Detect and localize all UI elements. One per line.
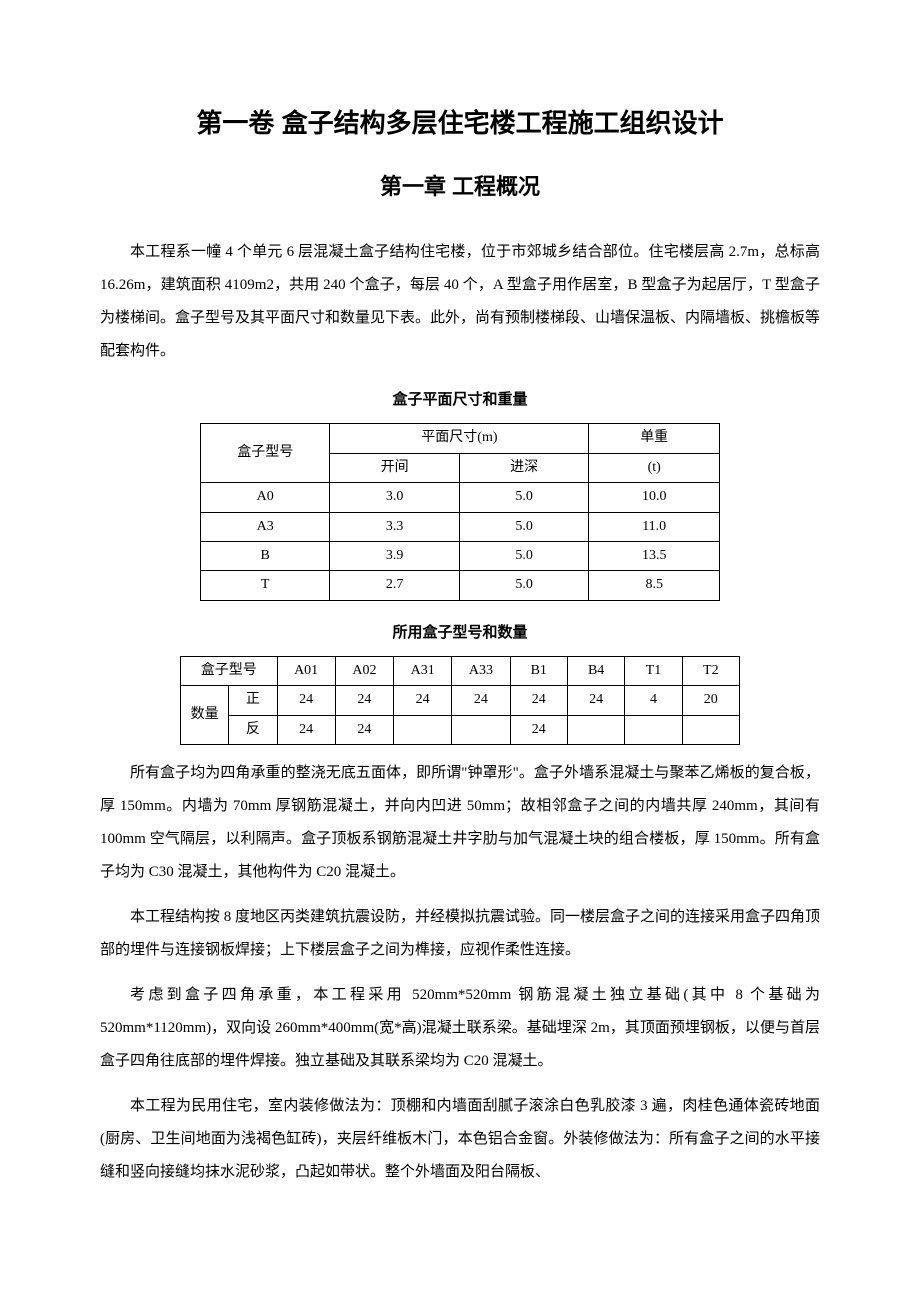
cell: 3.0 [330, 483, 459, 512]
table2-header-fan: 反 [229, 715, 277, 744]
cell: B [201, 541, 330, 570]
table-row: A0 3.0 5.0 10.0 [201, 483, 720, 512]
table-row: A3 3.3 5.0 11.0 [201, 512, 720, 541]
table2-col: A31 [394, 656, 452, 685]
cell: T [201, 571, 330, 600]
paragraph-4: 考虑到盒子四角承重，本工程采用 520mm*520mm 钢筋混凝土独立基础(其中… [100, 979, 820, 1078]
chapter-title: 第一章 工程概况 [100, 167, 820, 207]
cell: 4 [625, 686, 682, 715]
table-row: 反 24 24 24 [181, 715, 740, 744]
cell: 24 [394, 686, 452, 715]
paragraph-2: 所有盒子均为四角承重的整浇无底五面体，即所谓"钟罩形"。盒子外墙系混凝土与聚苯乙… [100, 757, 820, 889]
table1-caption: 盒子平面尺寸和重量 [100, 386, 820, 413]
cell: A3 [201, 512, 330, 541]
paragraph-1: 本工程系一幢 4 个单元 6 层混凝土盒子结构住宅楼，位于市郊城乡结合部位。住宅… [100, 236, 820, 368]
table1-header-model: 盒子型号 [201, 424, 330, 483]
cell [567, 715, 624, 744]
table2-caption: 所用盒子型号和数量 [100, 619, 820, 646]
cell: 24 [335, 686, 393, 715]
table2-header-zheng: 正 [229, 686, 277, 715]
cell: 2.7 [330, 571, 459, 600]
cell: 20 [682, 686, 739, 715]
cell: 3.3 [330, 512, 459, 541]
cell: 3.9 [330, 541, 459, 570]
cell: 5.0 [459, 512, 588, 541]
table1-header-dim: 平面尺寸(m) [330, 424, 589, 453]
cell: 24 [452, 686, 510, 715]
cell: 13.5 [589, 541, 720, 570]
table2-col: A33 [452, 656, 510, 685]
volume-title: 第一卷 盒子结构多层住宅楼工程施工组织设计 [100, 100, 820, 147]
cell: 24 [277, 686, 335, 715]
table1-header-weight-unit: (t) [589, 453, 720, 482]
cell: 5.0 [459, 541, 588, 570]
table2-col: A02 [335, 656, 393, 685]
cell [452, 715, 510, 744]
table-box-quantities: 盒子型号 A01 A02 A31 A33 B1 B4 T1 T2 数量 正 24… [180, 656, 740, 745]
table2-header-qty: 数量 [181, 686, 229, 745]
table2-col: B1 [510, 656, 567, 685]
cell: 24 [510, 686, 567, 715]
table-row: B 3.9 5.0 13.5 [201, 541, 720, 570]
cell [394, 715, 452, 744]
cell: 24 [510, 715, 567, 744]
table2-col: A01 [277, 656, 335, 685]
cell: 10.0 [589, 483, 720, 512]
cell: 11.0 [589, 512, 720, 541]
table2-header-model: 盒子型号 [181, 656, 278, 685]
table1-header-jinshen: 进深 [459, 453, 588, 482]
paragraph-5: 本工程为民用住宅，室内装修做法为：顶棚和内墙面刮腻子滚涂白色乳胶漆 3 遍，肉桂… [100, 1090, 820, 1189]
table1-header-kaijian: 开间 [330, 453, 459, 482]
table-row: T 2.7 5.0 8.5 [201, 571, 720, 600]
cell: 5.0 [459, 483, 588, 512]
cell [625, 715, 682, 744]
table-box-dimensions: 盒子型号 平面尺寸(m) 单重 开间 进深 (t) A0 3.0 5.0 10.… [200, 423, 720, 600]
paragraph-3: 本工程结构按 8 度地区丙类建筑抗震设防，并经模拟抗震试验。同一楼层盒子之间的连… [100, 901, 820, 967]
cell [682, 715, 739, 744]
cell: 24 [567, 686, 624, 715]
table1-header-weight: 单重 [589, 424, 720, 453]
table2-col: T2 [682, 656, 739, 685]
table2-col: T1 [625, 656, 682, 685]
cell: 24 [335, 715, 393, 744]
cell: 8.5 [589, 571, 720, 600]
table-row: 数量 正 24 24 24 24 24 24 4 20 [181, 686, 740, 715]
cell: A0 [201, 483, 330, 512]
cell: 5.0 [459, 571, 588, 600]
table2-col: B4 [567, 656, 624, 685]
cell: 24 [277, 715, 335, 744]
